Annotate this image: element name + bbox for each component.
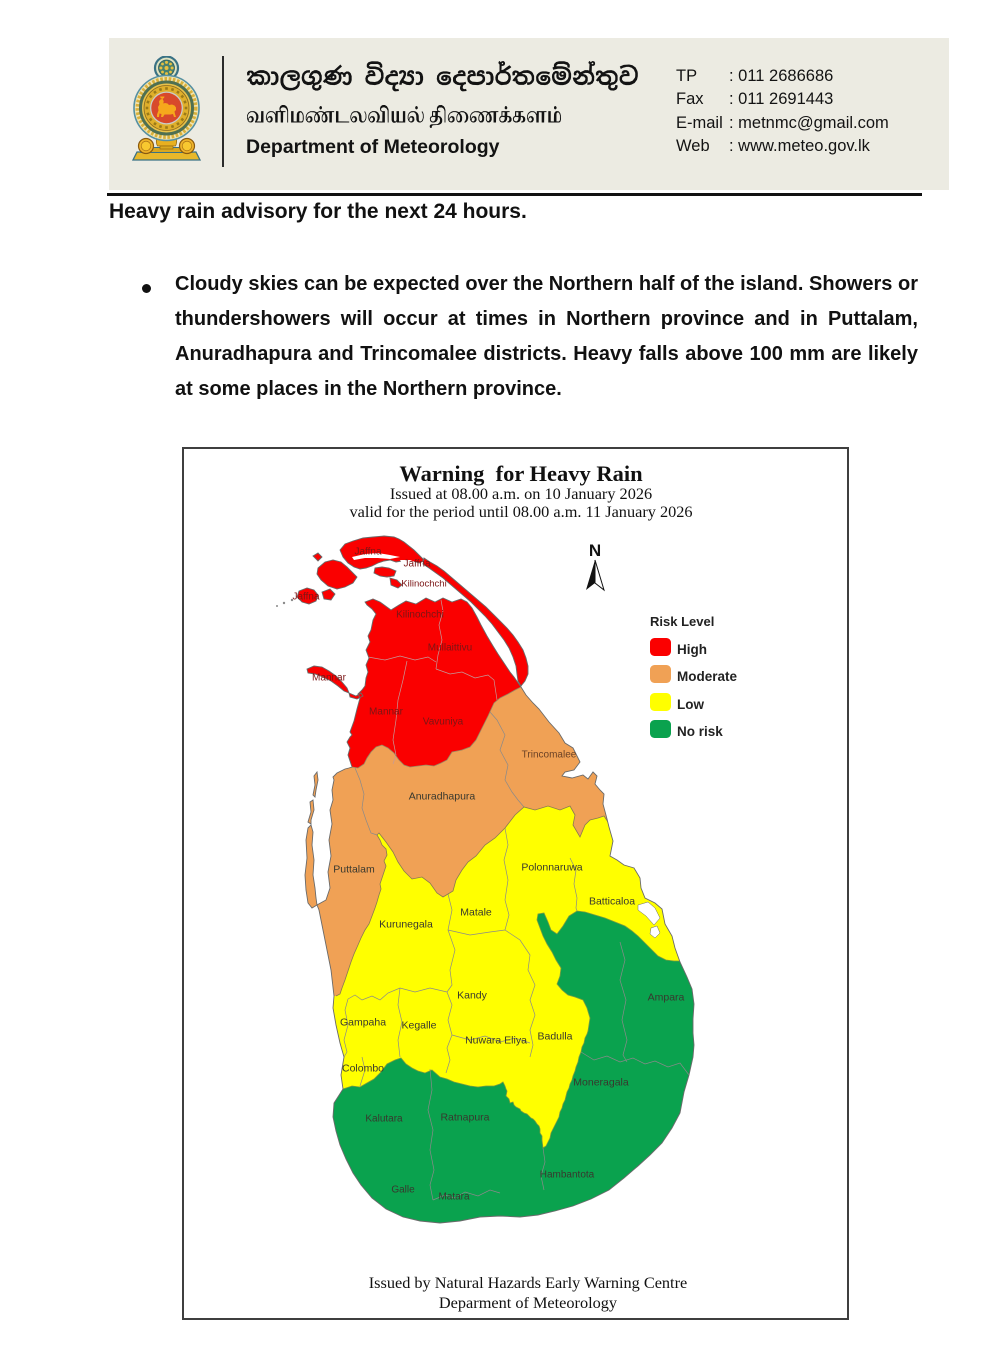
- svg-text:Anuradhapura: Anuradhapura: [409, 791, 476, 803]
- svg-text:Jaffna: Jaffna: [354, 547, 381, 558]
- svg-text:Trincomalee: Trincomalee: [522, 750, 577, 761]
- svg-text:Colombo: Colombo: [342, 1063, 384, 1075]
- svg-text:Jaffna: Jaffna: [403, 559, 430, 570]
- svg-text:Kurunegala: Kurunegala: [379, 919, 433, 931]
- svg-text:Galle: Galle: [391, 1185, 415, 1196]
- svg-text:Kandy: Kandy: [457, 990, 488, 1002]
- svg-text:Ampara: Ampara: [648, 992, 685, 1004]
- svg-text:Kilinochchi: Kilinochchi: [401, 579, 446, 590]
- svg-text:Kilinochchi: Kilinochchi: [396, 610, 444, 621]
- svg-text:Polonnaruwa: Polonnaruwa: [521, 862, 582, 874]
- svg-text:Matara: Matara: [438, 1192, 470, 1203]
- svg-text:Ratnapura: Ratnapura: [440, 1112, 489, 1124]
- svg-text:Hambantota: Hambantota: [540, 1170, 595, 1181]
- svg-text:Mannar: Mannar: [312, 673, 347, 684]
- svg-text:Gampaha: Gampaha: [340, 1017, 386, 1029]
- svg-text:Badulla: Badulla: [537, 1031, 572, 1043]
- svg-text:Kalutara: Kalutara: [365, 1114, 403, 1125]
- svg-text:N: N: [589, 541, 601, 560]
- svg-text:Mullaittivu: Mullaittivu: [428, 643, 472, 654]
- svg-text:Puttalam: Puttalam: [333, 864, 375, 876]
- svg-text:Moneragala: Moneragala: [573, 1077, 629, 1089]
- svg-text:Nuwara Eliya: Nuwara Eliya: [465, 1035, 527, 1047]
- svg-text:Batticaloa: Batticaloa: [589, 896, 635, 908]
- svg-text:Vavuniya: Vavuniya: [423, 717, 464, 728]
- svg-text:Jaffna: Jaffna: [292, 592, 319, 603]
- svg-text:Matale: Matale: [460, 907, 492, 919]
- svg-text:Mannar: Mannar: [369, 707, 404, 718]
- svg-text:Kegalle: Kegalle: [401, 1020, 436, 1032]
